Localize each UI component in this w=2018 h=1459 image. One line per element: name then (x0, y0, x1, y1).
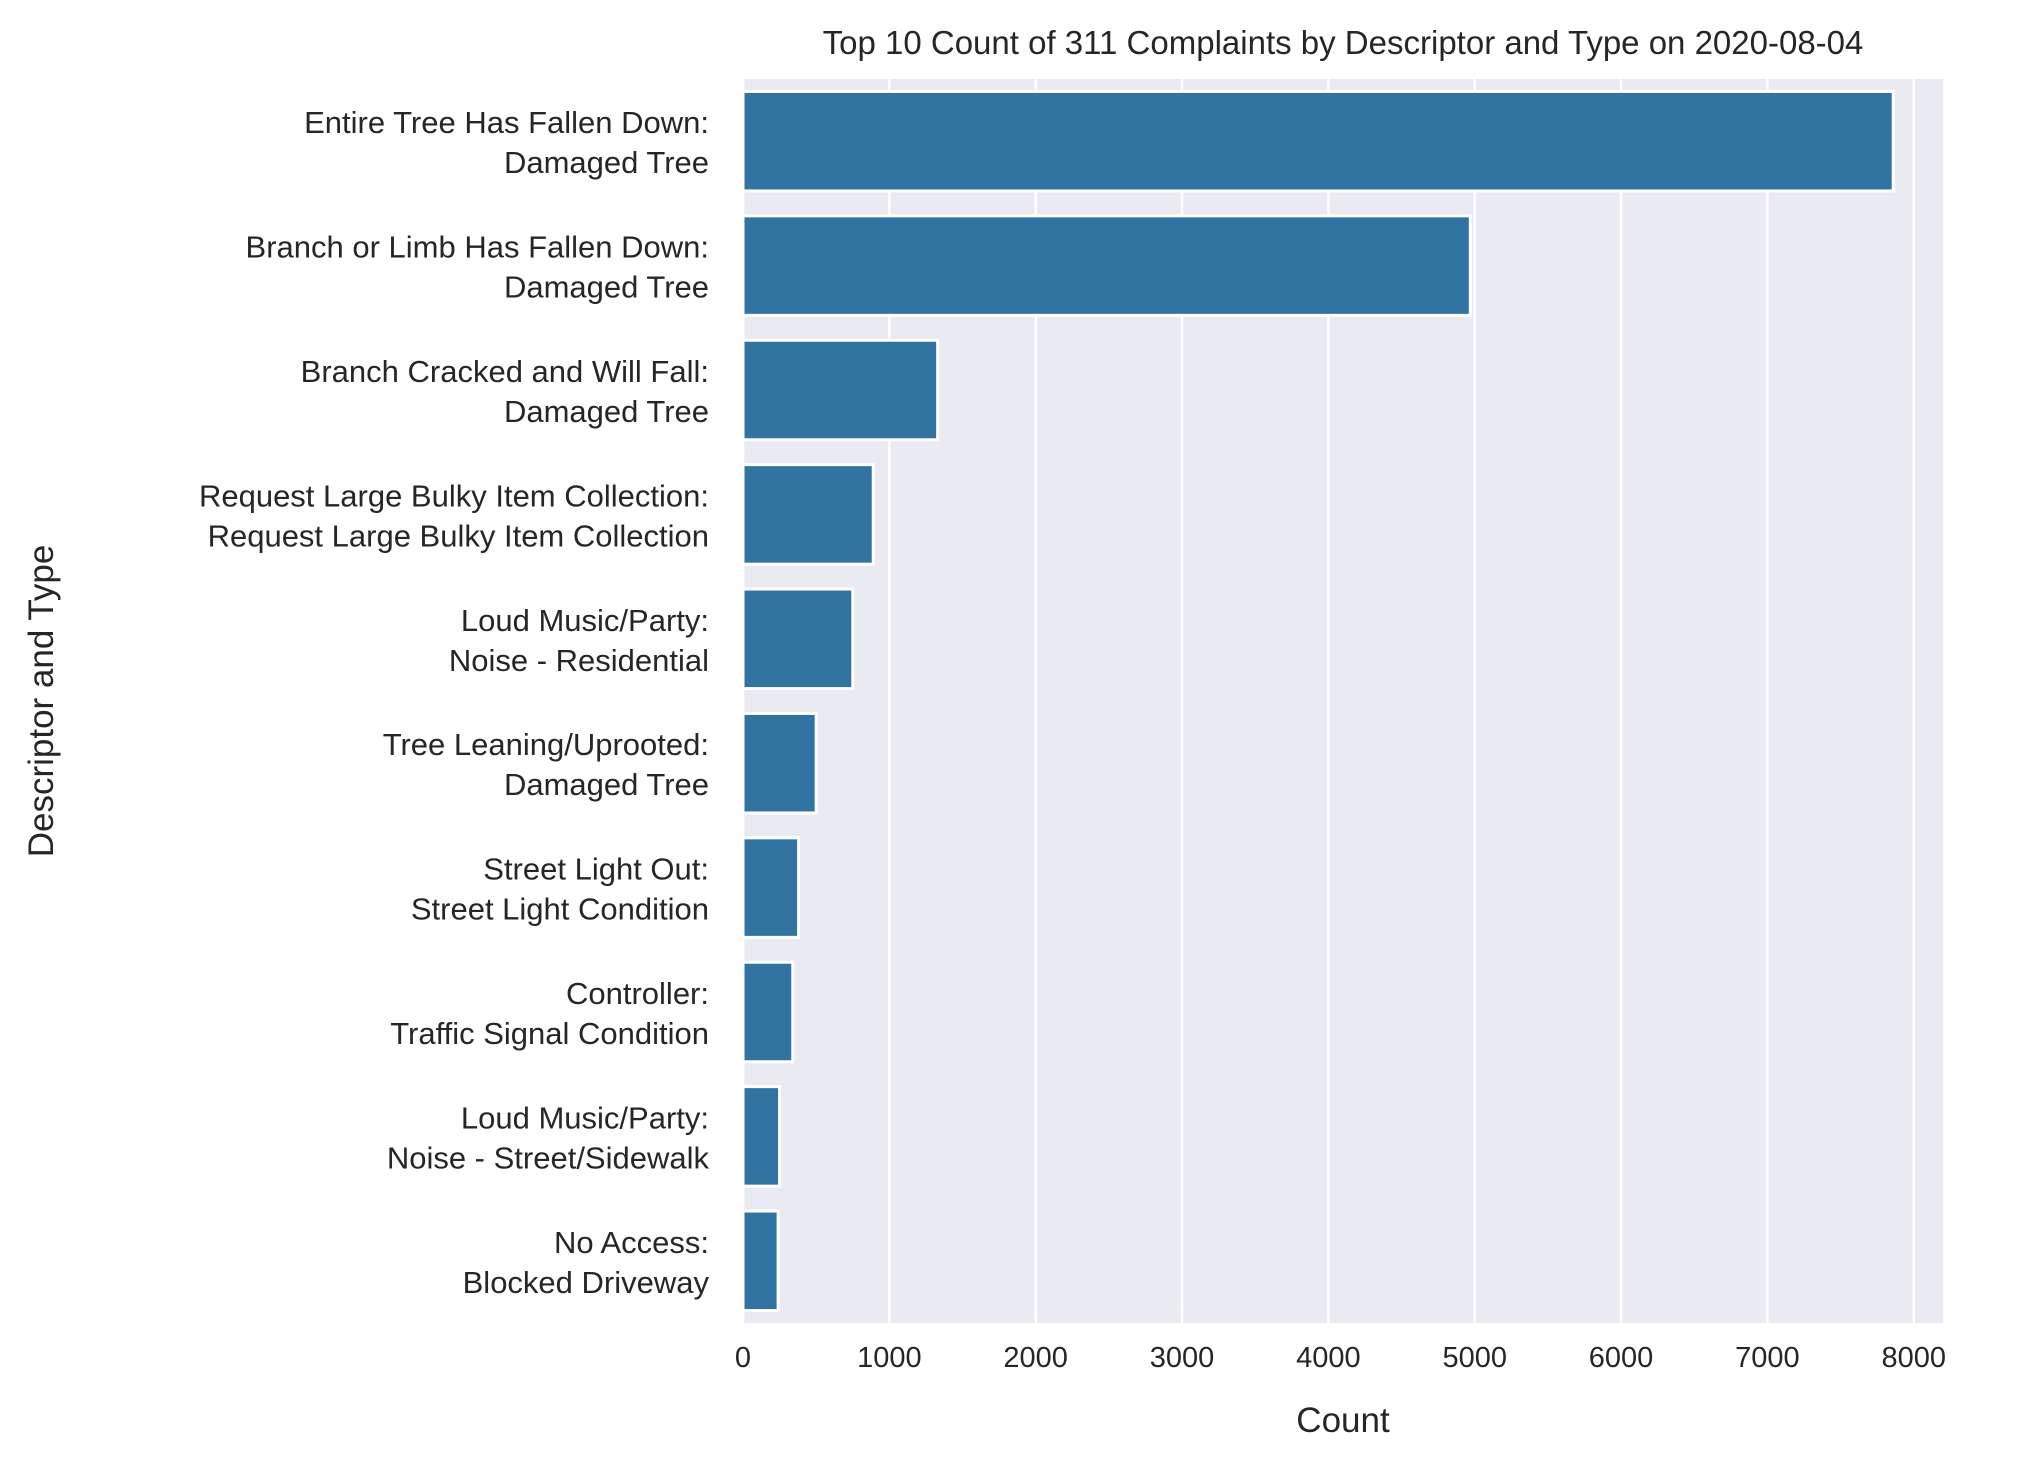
x-tick-labels: 0 1000 2000 3000 4000 5000 6000 7000 8000 (735, 1342, 1946, 1374)
y-tick-label: Loud Music/Party: Noise - Street/Sidewalk (387, 1100, 710, 1175)
y-tick-label: Branch Cracked and Will Fall: Damaged Tre… (301, 354, 709, 429)
y-tick-label-line: Loud Music/Party: (461, 603, 709, 638)
y-tick-label-line: Loud Music/Party: (461, 1100, 709, 1135)
y-tick-label-line: Branch Cracked and Will Fall: (301, 354, 709, 389)
y-tick-label-line: Street Light Condition (411, 892, 709, 927)
y-tick-label-line: Damaged Tree (504, 145, 709, 180)
bar (741, 1085, 782, 1188)
y-tick-label-line: Tree Leaning/Uprooted: (383, 727, 709, 762)
x-tick-label: 2000 (1003, 1342, 1068, 1374)
x-tick-label: 6000 (1589, 1342, 1654, 1374)
bar (741, 89, 1895, 193)
x-tick-label: 5000 (1442, 1342, 1507, 1374)
x-tick-label: 1000 (857, 1342, 922, 1374)
y-tick-label-line: Noise - Street/Sidewalk (387, 1140, 710, 1175)
y-tick-label: Street Light Out: Street Light Condition (411, 852, 709, 927)
y-tick-label-line: Damaged Tree (504, 767, 709, 802)
y-tick-label-line: Street Light Out: (483, 852, 709, 887)
y-tick-label-line: Entire Tree Has Fallen Down: (304, 105, 709, 140)
x-tick-label: 0 (735, 1342, 751, 1374)
y-tick-label-line: Noise - Residential (449, 643, 709, 678)
bar (741, 960, 795, 1064)
x-tick-label: 8000 (1881, 1342, 1946, 1374)
chart-title: Top 10 Count of 311 Complaints by Descri… (823, 24, 1864, 61)
y-tick-labels: Entire Tree Has Fallen Down: Damaged Tree… (199, 105, 710, 1300)
y-tick-label-line: Damaged Tree (504, 394, 709, 429)
x-tick-label: 4000 (1296, 1342, 1361, 1374)
y-tick-label: Loud Music/Party: Noise - Residential (449, 603, 709, 678)
bar (741, 711, 818, 815)
y-tick-label-line: Branch or Limb Has Fallen Down: (246, 230, 709, 265)
y-tick-label: Branch or Limb Has Fallen Down: Damaged T… (246, 230, 709, 305)
bar (741, 1209, 780, 1313)
y-tick-label-line: Controller: (566, 976, 709, 1011)
y-tick-label: No Access: Blocked Driveway (463, 1225, 710, 1300)
bar (741, 338, 940, 442)
y-tick-label: Entire Tree Has Fallen Down: Damaged Tree (304, 105, 709, 180)
y-tick-label-line: Damaged Tree (504, 270, 709, 305)
bar (741, 587, 855, 691)
y-tick-label-line: Request Large Bulky Item Collection: (199, 478, 709, 513)
x-tick-label: 7000 (1735, 1342, 1800, 1374)
y-tick-label-line: Request Large Bulky Item Collection (208, 518, 709, 553)
y-tick-label: Request Large Bulky Item Collection: Requ… (199, 478, 709, 553)
y-tick-label-line: Blocked Driveway (463, 1265, 710, 1300)
y-tick-label-line: Traffic Signal Condition (390, 1016, 709, 1051)
y-tick-label: Tree Leaning/Uprooted: Damaged Tree (383, 727, 709, 802)
y-tick-label-line: No Access: (554, 1225, 709, 1260)
y-axis-label: Descriptor and Type (22, 545, 61, 858)
bar (741, 836, 801, 939)
y-tick-label: Controller: Traffic Signal Condition (390, 976, 709, 1051)
bar (741, 214, 1472, 317)
bars (741, 89, 1895, 1313)
x-axis-label: Count (1296, 1401, 1390, 1440)
x-tick-label: 3000 (1150, 1342, 1215, 1374)
bar (741, 463, 875, 566)
